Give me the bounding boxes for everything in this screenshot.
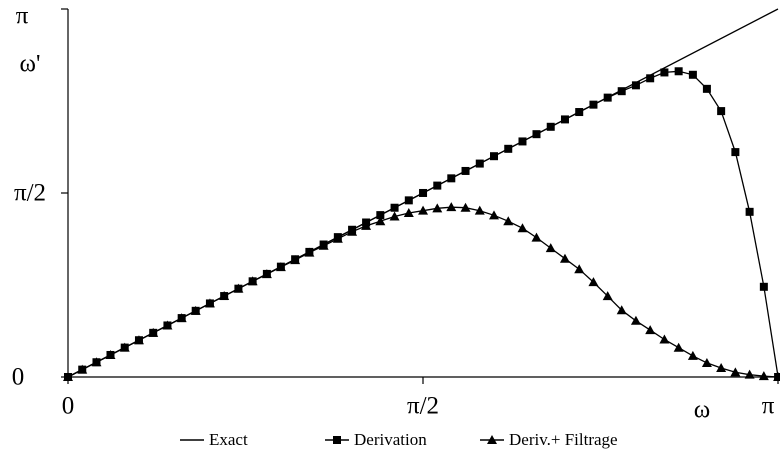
triangle-marker	[119, 342, 130, 352]
square-marker	[532, 130, 541, 139]
square-marker	[617, 87, 626, 96]
triangle-marker	[460, 202, 471, 212]
square-marker	[688, 70, 697, 79]
triangle-marker	[347, 226, 358, 236]
triangle-marker	[531, 232, 542, 242]
square-marker	[646, 74, 655, 83]
triangle-marker	[616, 305, 627, 315]
square-marker	[717, 107, 726, 116]
square-marker	[589, 100, 598, 109]
x-axis-label: ω	[694, 397, 710, 424]
square-marker	[603, 93, 612, 102]
square-marker	[546, 122, 555, 131]
triangle-marker	[261, 269, 272, 279]
triangle-marker	[233, 283, 244, 293]
triangle-marker	[375, 216, 386, 226]
triangle-marker	[645, 325, 656, 335]
square-marker	[475, 159, 484, 168]
square-marker	[404, 196, 413, 205]
triangle-marker	[474, 205, 485, 215]
legend-label: Deriv.+ Filtrage	[509, 430, 618, 449]
square-marker	[447, 174, 456, 183]
triangle-marker	[290, 255, 301, 265]
triangle-marker	[275, 262, 286, 272]
triangle-marker	[758, 371, 769, 381]
y-tick-label: π/2	[14, 180, 46, 207]
triangle-marker	[204, 298, 215, 308]
square-marker	[376, 211, 385, 220]
triangle-marker	[773, 372, 780, 381]
triangle-marker	[403, 208, 414, 218]
triangle-marker	[730, 367, 741, 377]
square-marker	[333, 436, 341, 444]
square-marker	[490, 152, 499, 161]
triangle-marker	[744, 369, 755, 379]
triangle-marker	[701, 357, 712, 367]
x-tick-label: π/2	[407, 393, 439, 420]
triangle-marker	[162, 320, 173, 330]
series-line	[67, 70, 779, 378]
triangle-marker	[489, 210, 500, 220]
triangle-marker	[332, 233, 343, 243]
triangle-marker	[190, 305, 201, 315]
y-tick-label: 0	[12, 364, 25, 391]
triangle-marker	[588, 277, 599, 287]
square-marker	[419, 188, 428, 197]
triangle-marker	[77, 364, 88, 374]
triangle-marker	[389, 211, 400, 221]
x-tick-label: 0	[62, 393, 75, 420]
triangle-marker	[105, 349, 116, 359]
legend-label: Derivation	[354, 430, 427, 449]
triangle-marker	[247, 276, 258, 286]
square-marker	[461, 166, 470, 175]
triangle-marker	[219, 291, 230, 301]
triangle-marker	[559, 253, 570, 263]
triangle-marker	[304, 247, 315, 257]
triangle-marker	[630, 315, 641, 325]
triangle-marker	[545, 243, 556, 253]
square-marker	[433, 181, 442, 190]
square-marker	[759, 282, 768, 291]
triangle-marker	[503, 216, 514, 226]
y-axis-label: ω'	[20, 51, 41, 78]
triangle-marker	[487, 435, 497, 444]
triangle-marker	[361, 220, 372, 230]
triangle-marker	[418, 205, 429, 215]
triangle-marker	[602, 291, 613, 301]
triangle-marker	[91, 357, 102, 367]
x-tick-label: π	[762, 393, 775, 420]
series-line	[67, 206, 779, 378]
square-marker	[504, 144, 513, 153]
triangle-marker	[517, 223, 528, 233]
triangle-marker	[574, 264, 585, 274]
triangle-marker	[432, 203, 443, 213]
square-marker	[575, 108, 584, 117]
triangle-marker	[148, 327, 159, 337]
triangle-marker	[687, 350, 698, 360]
triangle-marker	[133, 335, 144, 345]
square-marker	[731, 148, 740, 157]
triangle-marker	[63, 372, 73, 381]
square-marker	[390, 203, 399, 212]
square-marker	[660, 68, 669, 77]
triangle-marker	[716, 362, 727, 372]
triangle-marker	[446, 202, 457, 212]
square-marker	[702, 84, 711, 93]
square-marker	[745, 207, 754, 216]
triangle-marker	[673, 342, 684, 352]
triangle-marker	[659, 334, 670, 344]
square-marker	[674, 67, 683, 76]
triangle-marker	[318, 240, 329, 250]
square-marker	[560, 115, 569, 124]
square-marker	[518, 137, 527, 146]
triangle-marker	[176, 313, 187, 323]
legend-label: Exact	[209, 430, 248, 449]
y-tick-label: π	[16, 3, 29, 30]
square-marker	[631, 81, 640, 90]
